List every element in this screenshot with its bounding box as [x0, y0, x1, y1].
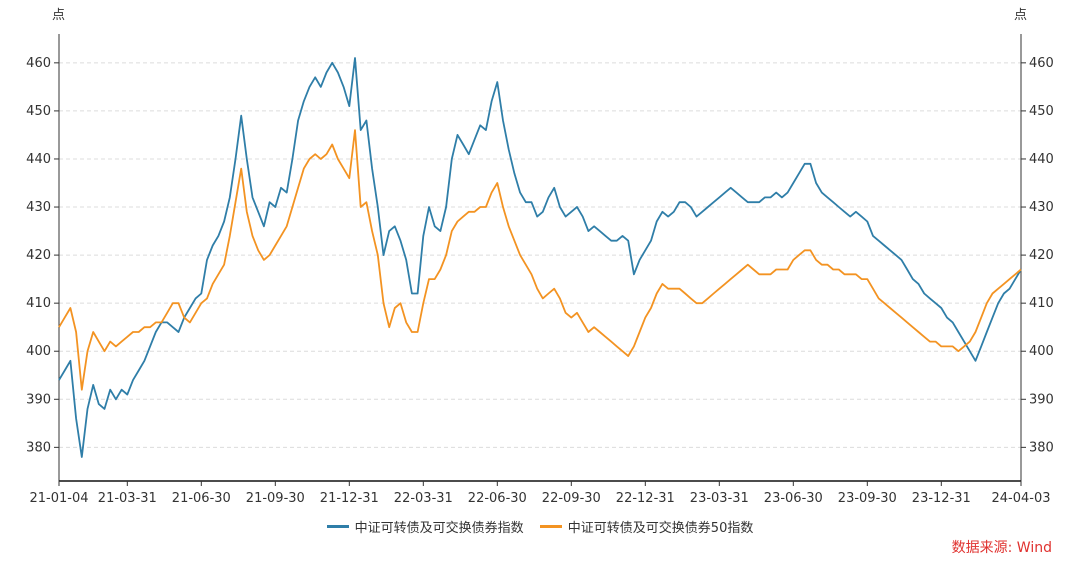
- y-tick-label-right-460: 460: [1029, 56, 1054, 71]
- x-tick-label-21-01-04: 21-01-04: [29, 491, 88, 506]
- y-tick-label-left-430: 430: [26, 200, 51, 215]
- y-tick-label-left-390: 390: [26, 392, 51, 407]
- x-tick-label-24-04-03: 24-04-03: [991, 491, 1050, 506]
- x-tick-label-22-03-31: 22-03-31: [394, 491, 453, 506]
- series-layer: [58, 57, 1022, 458]
- x-tick-label-21-12-31: 21-12-31: [320, 491, 379, 506]
- legend: 中证可转债及可交换债券指数 中证可转债及可交换债券50指数: [0, 517, 1080, 536]
- y-tick-label-right-430: 430: [1029, 200, 1054, 215]
- x-tick-label-21-03-31: 21-03-31: [98, 491, 157, 506]
- x-tick-label-21-06-30: 21-06-30: [172, 491, 231, 506]
- series-line-2: [58, 129, 1022, 391]
- y-tick-label-left-380: 380: [26, 440, 51, 455]
- y-tick-label-right-410: 410: [1029, 296, 1054, 311]
- y-tick-label-right-440: 440: [1029, 152, 1054, 167]
- y-tick-label-left-420: 420: [26, 248, 51, 263]
- x-tick-label-23-09-30: 23-09-30: [838, 491, 897, 506]
- series-line-1: [58, 57, 1022, 458]
- legend-label-series-1: 中证可转债及可交换债券指数: [354, 521, 524, 536]
- x-tick-label-23-12-31: 23-12-31: [912, 491, 971, 506]
- y-tick-label-right-450: 450: [1029, 104, 1054, 119]
- legend-item-series-2[interactable]: 中证可转债及可交换债券50指数: [539, 517, 754, 536]
- x-tick-label-22-09-30: 22-09-30: [542, 491, 601, 506]
- axes-layer: [54, 34, 1026, 486]
- x-tick-label-23-03-31: 23-03-31: [690, 491, 749, 506]
- x-tick-label-21-09-30: 21-09-30: [246, 491, 305, 506]
- data-source-note: 数据来源: Wind: [951, 540, 1052, 556]
- x-tick-label-23-06-30: 23-06-30: [764, 491, 823, 506]
- labels-layer: 380 380 390 390 400 400 410 410 420 420 430 430 440 4…: [26, 8, 1054, 506]
- y-tick-label-left-440: 440: [26, 152, 51, 167]
- y-tick-label-left-450: 450: [26, 104, 51, 119]
- y-tick-label-right-420: 420: [1029, 248, 1054, 263]
- x-tick-label-22-06-30: 22-06-30: [468, 491, 527, 506]
- legend-swatch-series-2: [539, 525, 562, 528]
- y-tick-label-right-400: 400: [1029, 344, 1054, 359]
- y-tick-label-left-460: 460: [26, 56, 51, 71]
- grid-layer: [59, 62, 1021, 448]
- y-tick-label-right-390: 390: [1029, 392, 1054, 407]
- y-tick-label-left-400: 400: [26, 344, 51, 359]
- legend-swatch-series-1: [326, 525, 349, 528]
- y-axis-unit-right: 点: [1014, 8, 1027, 23]
- legend-label-series-2: 中证可转债及可交换债券50指数: [567, 521, 754, 536]
- y-tick-label-right-380: 380: [1029, 440, 1054, 455]
- y-tick-label-left-410: 410: [26, 296, 51, 311]
- x-tick-label-22-12-31: 22-12-31: [616, 491, 675, 506]
- legend-item-series-1[interactable]: 中证可转债及可交换债券指数: [326, 517, 524, 536]
- y-axis-unit-left: 点: [52, 8, 65, 23]
